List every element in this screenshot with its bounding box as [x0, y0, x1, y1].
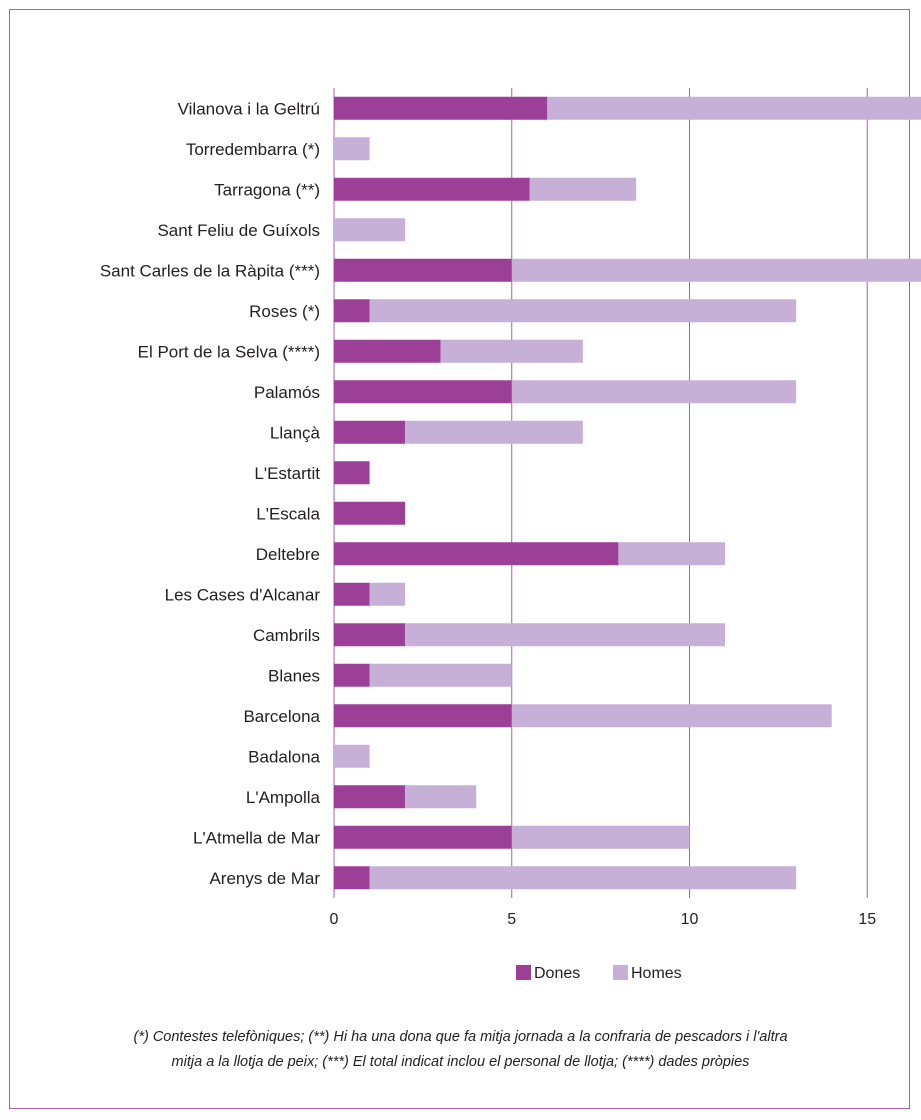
- bar-homes: [405, 785, 477, 809]
- bar-dones: [334, 866, 370, 890]
- footnote-line-1: (*) Contestes telefòniques; (**) Hi ha u…: [133, 1029, 788, 1045]
- bar-homes: [369, 866, 797, 890]
- legend-label-dones: Dones: [534, 965, 580, 982]
- bar-dones: [334, 461, 370, 485]
- bars: [334, 96, 921, 890]
- bar-homes: [369, 582, 406, 606]
- bar-dones: [334, 542, 619, 566]
- category-label: Tarragona (**): [214, 180, 320, 199]
- bar-homes: [511, 380, 797, 404]
- category-label: L'Ampolla: [246, 788, 321, 807]
- category-label: Cambrils: [253, 626, 320, 645]
- bar-dones: [334, 258, 512, 282]
- bar-dones: [334, 339, 441, 363]
- category-label: Sant Feliu de Guíxols: [157, 221, 320, 240]
- bar-homes: [440, 339, 583, 363]
- gridlines: [333, 88, 868, 898]
- category-label: Torredembarra (*): [186, 140, 320, 159]
- legend: Dones Homes: [516, 965, 682, 982]
- bar-dones: [334, 785, 406, 809]
- x-tick-labels: 051015202530: [330, 911, 877, 928]
- bar-homes: [405, 420, 583, 444]
- bar-dones: [334, 623, 406, 647]
- footnote: (*) Contestes telefòniques; (**) Hi ha u…: [40, 1025, 881, 1075]
- bar-dones: [334, 582, 370, 606]
- bar-dones: [334, 501, 406, 525]
- bar-homes: [334, 218, 406, 242]
- category-label: Barcelona: [243, 707, 320, 726]
- bar-dones: [334, 380, 512, 404]
- x-tick-label-15: 15: [858, 911, 876, 928]
- bar-homes: [511, 704, 832, 728]
- category-labels: Vilanova i la Geltrú Torredembarra (*) Tar…: [100, 99, 321, 888]
- bar-homes: [334, 137, 370, 161]
- bar-dones: [334, 299, 370, 323]
- category-label: Les Cases d'Alcanar: [165, 585, 321, 604]
- x-tick-label-5: 5: [507, 911, 516, 928]
- legend-swatch-homes: [613, 965, 628, 980]
- category-label: Palamós: [254, 383, 320, 402]
- category-label: Blanes: [268, 666, 320, 685]
- bar-homes: [511, 258, 921, 282]
- bar-dones: [334, 420, 406, 444]
- bar-homes: [511, 825, 690, 849]
- bar-dones: [334, 704, 512, 728]
- bar-dones: [334, 96, 548, 120]
- category-label: L'Escala: [256, 504, 320, 523]
- x-tick-label-0: 0: [330, 911, 339, 928]
- bar-dones: [334, 177, 530, 201]
- legend-label-homes: Homes: [631, 965, 682, 982]
- category-label: Vilanova i la Geltrú: [178, 99, 320, 118]
- legend-swatch-dones: [516, 965, 531, 980]
- category-label: Arenys de Mar: [209, 869, 320, 888]
- category-label: Deltebre: [256, 545, 320, 564]
- bar-homes: [547, 96, 921, 120]
- bar-homes: [405, 623, 726, 647]
- bar-dones: [334, 663, 370, 687]
- bar-homes: [369, 299, 797, 323]
- x-tick-label-10: 10: [681, 911, 699, 928]
- category-label: Roses (*): [249, 302, 320, 321]
- footnote-line-2: mitja a la llotja de peix; (***) El tota…: [171, 1054, 750, 1070]
- category-label: Sant Carles de la Ràpita (***): [100, 261, 320, 280]
- category-label: Badalona: [248, 747, 320, 766]
- bar-homes: [369, 663, 512, 687]
- bar-homes: [334, 744, 370, 768]
- category-label: Llançà: [270, 423, 321, 442]
- bar-homes: [618, 542, 726, 566]
- category-label: El Port de la Selva (****): [138, 342, 320, 361]
- category-label: L'Atmella de Mar: [193, 828, 320, 847]
- category-label: L'Estartit: [254, 464, 320, 483]
- bar-dones: [334, 825, 512, 849]
- bar-homes: [529, 177, 637, 201]
